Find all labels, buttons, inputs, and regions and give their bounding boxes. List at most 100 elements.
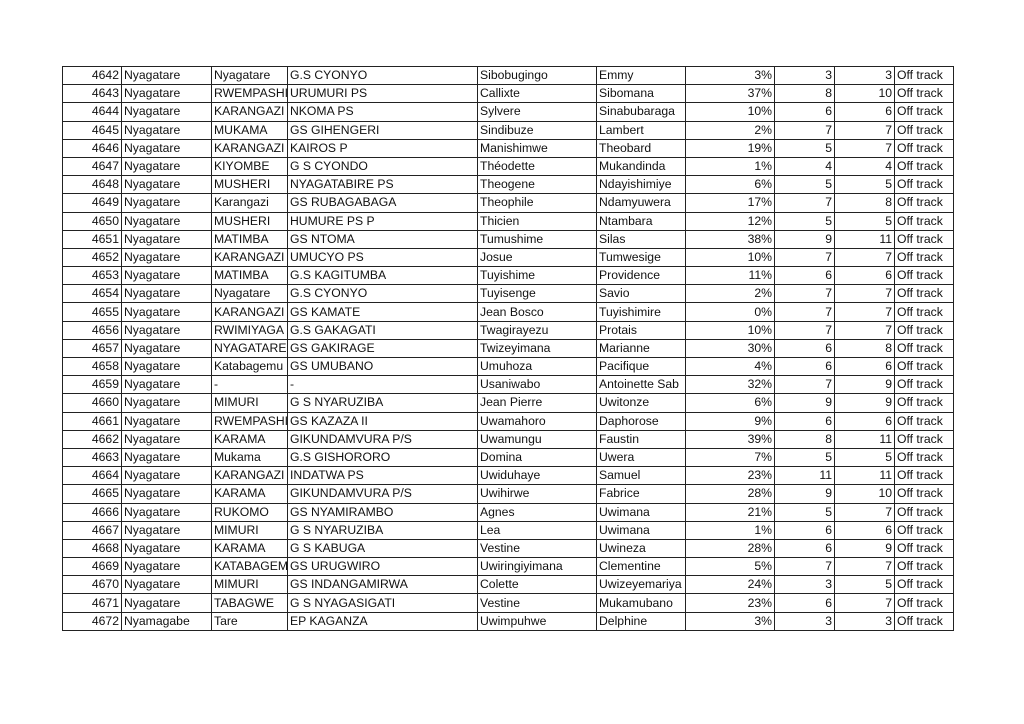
school-cell: G S KABUGA bbox=[287, 538, 478, 559]
score-1-cell: 6 bbox=[774, 593, 835, 613]
score-2-cell: 7 bbox=[834, 320, 895, 340]
status-cell: Off track bbox=[894, 175, 954, 195]
district-cell: Nyagatare bbox=[121, 175, 212, 195]
row-id-cell: 4657 bbox=[62, 338, 122, 359]
district-cell: Nyagatare bbox=[121, 557, 212, 577]
row-id-cell: 4670 bbox=[62, 575, 122, 595]
last-name-cell: Daphorose bbox=[596, 411, 686, 431]
percentage-cell: 10% bbox=[685, 102, 775, 122]
score-2-cell: 7 bbox=[834, 138, 895, 158]
score-1-cell: 7 bbox=[774, 247, 835, 268]
percentage-cell: 17% bbox=[685, 193, 775, 213]
percentage-cell: 4% bbox=[685, 356, 775, 377]
sector-cell: KARAMA bbox=[211, 429, 288, 449]
score-2-cell: 6 bbox=[834, 520, 895, 540]
score-1-cell: 7 bbox=[774, 302, 835, 322]
sector-cell: KARAMA bbox=[211, 484, 288, 504]
first-name-cell: Tuyisenge bbox=[477, 284, 597, 304]
district-cell: Nyagatare bbox=[121, 284, 212, 304]
score-1-cell: 6 bbox=[774, 338, 835, 359]
score-2-cell: 7 bbox=[834, 502, 895, 522]
sector-cell: KARANGAZI bbox=[211, 302, 288, 322]
table-row: 4670 Nyagatare MIMURI GS INDANGAMIRWA Colett… bbox=[62, 575, 954, 595]
table-row: 4671 Nyagatare TABAGWE G S NYAGASIGATI Vesti… bbox=[62, 593, 954, 613]
percentage-cell: 19% bbox=[685, 138, 775, 158]
table-row: 4658 Nyagatare Katabagemu GS UMUBANO Umuhoza… bbox=[62, 356, 954, 377]
score-2-cell: 7 bbox=[834, 593, 895, 613]
score-2-cell: 11 bbox=[834, 466, 895, 486]
school-cell: G.S KAGITUMBA bbox=[287, 266, 478, 286]
district-cell: Nyagatare bbox=[121, 138, 212, 158]
last-name-cell: Ndayishimiye bbox=[596, 175, 686, 195]
status-cell: Off track bbox=[894, 302, 954, 322]
score-1-cell: 6 bbox=[774, 520, 835, 540]
district-cell: Nyagatare bbox=[121, 102, 212, 122]
status-cell: Off track bbox=[894, 338, 954, 359]
percentage-cell: 9% bbox=[685, 411, 775, 431]
first-name-cell: Usaniwabo bbox=[477, 375, 597, 395]
score-1-cell: 7 bbox=[774, 375, 835, 395]
score-2-cell: 10 bbox=[834, 484, 895, 504]
last-name-cell: Pacifique bbox=[596, 356, 686, 377]
score-1-cell: 5 bbox=[774, 138, 835, 158]
score-2-cell: 10 bbox=[834, 84, 895, 104]
status-cell: Off track bbox=[894, 102, 954, 122]
school-cell: GS NYAMIRAMBO bbox=[287, 502, 478, 522]
district-cell: Nyagatare bbox=[121, 575, 212, 595]
first-name-cell: Theophile bbox=[477, 193, 597, 213]
last-name-cell: Faustin bbox=[596, 429, 686, 449]
sector-cell: Katabagemu bbox=[211, 356, 288, 377]
school-cell: G S NYAGASIGATI bbox=[287, 593, 478, 613]
row-id-cell: 4645 bbox=[62, 120, 122, 140]
row-id-cell: 4671 bbox=[62, 593, 122, 613]
score-1-cell: 9 bbox=[774, 393, 835, 413]
status-cell: Off track bbox=[894, 247, 954, 268]
row-id-cell: 4660 bbox=[62, 393, 122, 413]
first-name-cell: Sylvere bbox=[477, 102, 597, 122]
first-name-cell: Tumushime bbox=[477, 229, 597, 249]
status-cell: Off track bbox=[894, 320, 954, 340]
table-row: 4649 Nyagatare Karangazi GS RUBAGABAGA Theop… bbox=[62, 193, 954, 213]
status-cell: Off track bbox=[894, 411, 954, 431]
status-cell: Off track bbox=[894, 65, 954, 86]
school-cell: G.S CYONYO bbox=[287, 284, 478, 304]
last-name-cell: Fabrice bbox=[596, 484, 686, 504]
last-name-cell: Protais bbox=[596, 320, 686, 340]
score-2-cell: 6 bbox=[834, 266, 895, 286]
first-name-cell: Agnes bbox=[477, 502, 597, 522]
sector-cell: - bbox=[211, 375, 288, 395]
table-row: 4660 Nyagatare MIMURI G S NYARUZIBA Jean Pie… bbox=[62, 393, 954, 413]
percentage-cell: 10% bbox=[685, 247, 775, 268]
first-name-cell: Uwihirwe bbox=[477, 484, 597, 504]
last-name-cell: Uwitonze bbox=[596, 393, 686, 413]
status-cell: Off track bbox=[894, 193, 954, 213]
district-cell: Nyagatare bbox=[121, 338, 212, 359]
status-cell: Off track bbox=[894, 211, 954, 231]
first-name-cell: Callixte bbox=[477, 84, 597, 104]
percentage-cell: 2% bbox=[685, 284, 775, 304]
district-cell: Nyagatare bbox=[121, 538, 212, 559]
table-row: 4662 Nyagatare KARAMA GIKUNDAMVURA P/S Uwamu… bbox=[62, 429, 954, 449]
percentage-cell: 12% bbox=[685, 211, 775, 231]
score-1-cell: 5 bbox=[774, 447, 835, 468]
table-row: 4669NyagatareKATABAGEMUGS URUGWIROUwirin… bbox=[62, 557, 954, 577]
score-1-cell: 9 bbox=[774, 484, 835, 504]
sector-cell: KARANGAZI bbox=[211, 102, 288, 122]
status-cell: Off track bbox=[894, 393, 954, 413]
sector-cell: KARANGAZI bbox=[211, 466, 288, 486]
last-name-cell: Sinabubaraga bbox=[596, 102, 686, 122]
school-cell: G S NYARUZIBA bbox=[287, 520, 478, 540]
percentage-cell: 0% bbox=[685, 302, 775, 322]
first-name-cell: Uwimpuhwe bbox=[477, 611, 597, 631]
percentage-cell: 6% bbox=[685, 175, 775, 195]
school-cell: UMUCYO PS bbox=[287, 247, 478, 268]
table-row: 4650 Nyagatare MUSHERI HUMURE PS P Thicien Nt… bbox=[62, 211, 954, 231]
district-cell: Nyagatare bbox=[121, 393, 212, 413]
status-cell: Off track bbox=[894, 138, 954, 158]
table-row: 4666 Nyagatare RUKOMO GS NYAMIRAMBO Agnes Uwi… bbox=[62, 502, 954, 522]
last-name-cell: Uwizeyemariya bbox=[596, 575, 686, 595]
row-id-cell: 4644 bbox=[62, 102, 122, 122]
sector-cell: RWEMPASHI bbox=[211, 84, 288, 104]
row-id-cell: 4666 bbox=[62, 502, 122, 522]
percentage-cell: 32% bbox=[685, 375, 775, 395]
